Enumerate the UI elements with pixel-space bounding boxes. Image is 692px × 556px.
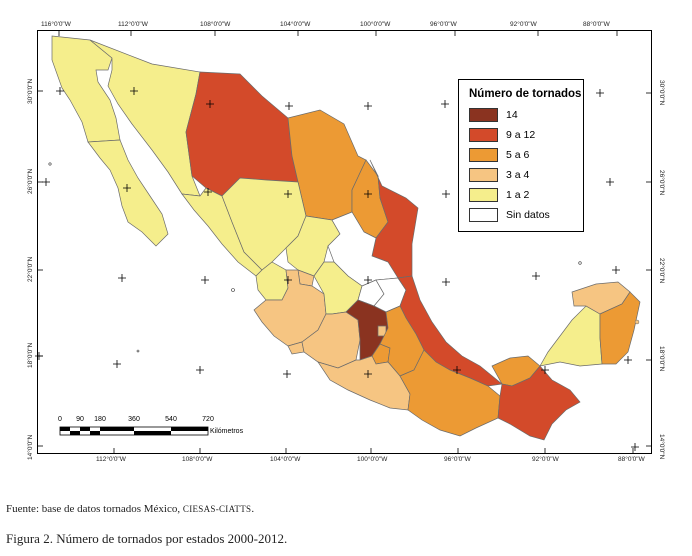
legend-item-sin-datos: Sin datos xyxy=(469,207,550,223)
lon-label-top-3: 108°0'0"W xyxy=(200,21,231,28)
legend-item-3a4: 3 a 4 xyxy=(469,167,529,183)
island-cozumel xyxy=(634,319,640,325)
source-prefix: Fuente: base de datos tornados México, xyxy=(6,503,183,515)
figure-caption: Figura 2. Número de tornados por estados… xyxy=(6,531,288,546)
lon-label-bottom-6: 92°0'0"W xyxy=(532,456,559,463)
lat-label-right-1: 30°0'0"N xyxy=(658,80,665,106)
lon-label-bottom-4: 100°0'0"W xyxy=(357,456,388,463)
lon-label-top-8: 88°0'0"W xyxy=(583,21,610,28)
scale-tick-540: 540 xyxy=(165,416,177,423)
island-revillagigedo xyxy=(136,349,140,353)
lon-label-bottom-3: 104°0'0"W xyxy=(270,456,301,463)
island-guadalupe xyxy=(48,162,52,166)
legend-title: Número de tornados xyxy=(469,88,582,100)
lat-label-left-4: 18°0'0"N xyxy=(27,342,34,368)
scale-unit: Kilómetros xyxy=(210,428,244,435)
legend-swatch xyxy=(469,168,498,182)
lat-label-right-2: 26°0'0"N xyxy=(658,170,665,196)
legend-item-5a6: 5 a 6 xyxy=(469,147,529,163)
scale-bar xyxy=(59,426,209,436)
legend-swatch xyxy=(469,108,498,122)
lat-label-left-1: 30°0'0"N xyxy=(27,78,34,104)
legend-item-1a2: 1 a 2 xyxy=(469,187,529,203)
legend-label: 3 a 4 xyxy=(506,169,530,181)
map-legend: Número de tornados 14 9 a 12 5 a 6 3 a 4… xyxy=(458,79,584,232)
lon-label-bottom-2: 108°0'0"W xyxy=(182,456,213,463)
legend-label: 1 a 2 xyxy=(506,189,530,201)
frame-ticks xyxy=(37,30,652,454)
source-note: Fuente: base de datos tornados México, C… xyxy=(6,503,254,515)
source-suffix: . xyxy=(251,503,255,515)
lat-label-left-2: 26°0'0"N xyxy=(27,168,34,194)
lat-label-right-4: 18°0'0"N xyxy=(658,346,665,372)
scale-tick-90: 90 xyxy=(76,416,84,423)
lon-label-top-6: 96°0'0"W xyxy=(430,21,457,28)
legend-label: 5 a 6 xyxy=(506,149,530,161)
state-baja-california-sur[interactable] xyxy=(87,139,169,247)
lon-label-top-5: 100°0'0"W xyxy=(360,21,391,28)
state-quintana-roo[interactable] xyxy=(599,291,641,365)
lon-label-top-1: 116°0'0"W xyxy=(41,21,71,28)
island-maria xyxy=(231,288,235,292)
lat-label-right-3: 22°0'0"N xyxy=(658,258,665,284)
lat-label-left-5: 14°0'0"N xyxy=(27,434,34,460)
legend-swatch xyxy=(469,188,498,202)
island-arrecife xyxy=(578,261,582,265)
legend-swatch xyxy=(469,128,498,142)
state-chiapas[interactable] xyxy=(497,365,581,441)
scale-tick-180: 180 xyxy=(94,416,106,423)
lat-label-left-3: 22°0'0"N xyxy=(27,256,34,282)
legend-label: Sin datos xyxy=(506,209,550,221)
legend-item-9a12: 9 a 12 xyxy=(469,127,535,143)
state-baja-california[interactable] xyxy=(51,35,121,143)
source-org: CIESAS-CIATTS xyxy=(182,504,252,514)
state-chihuahua[interactable] xyxy=(185,71,299,197)
lon-label-bottom-5: 96°0'0"W xyxy=(444,456,471,463)
lat-label-right-5: 14°0'0"N xyxy=(658,434,665,460)
legend-item-14: 14 xyxy=(469,107,518,123)
legend-swatch xyxy=(469,208,498,222)
legend-label: 9 a 12 xyxy=(506,129,536,141)
lon-label-top-2: 112°0'0"W xyxy=(118,21,148,28)
scale-tick-360: 360 xyxy=(128,416,140,423)
state-campeche[interactable] xyxy=(539,305,603,367)
lon-label-bottom-7: 88°0'0"W xyxy=(618,456,645,463)
lon-label-bottom-1: 112°0'0"W xyxy=(96,456,126,463)
scale-tick-0: 0 xyxy=(58,416,62,423)
legend-label: 14 xyxy=(506,109,518,121)
scale-tick-720: 720 xyxy=(202,416,214,423)
legend-swatch xyxy=(469,148,498,162)
lon-label-top-4: 104°0'0"W xyxy=(280,21,311,28)
lon-label-top-7: 92°0'0"W xyxy=(510,21,537,28)
